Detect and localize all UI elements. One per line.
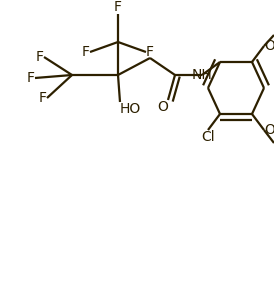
Text: F: F (27, 71, 35, 85)
Text: O: O (264, 123, 274, 137)
Text: NH: NH (192, 68, 212, 82)
Text: O: O (264, 39, 274, 53)
Text: F: F (82, 45, 90, 59)
Text: F: F (114, 0, 122, 14)
Text: F: F (146, 45, 154, 59)
Text: F: F (36, 50, 44, 64)
Text: HO: HO (120, 102, 141, 116)
Text: Cl: Cl (201, 130, 215, 144)
Text: O: O (157, 100, 168, 114)
Text: F: F (39, 91, 47, 105)
